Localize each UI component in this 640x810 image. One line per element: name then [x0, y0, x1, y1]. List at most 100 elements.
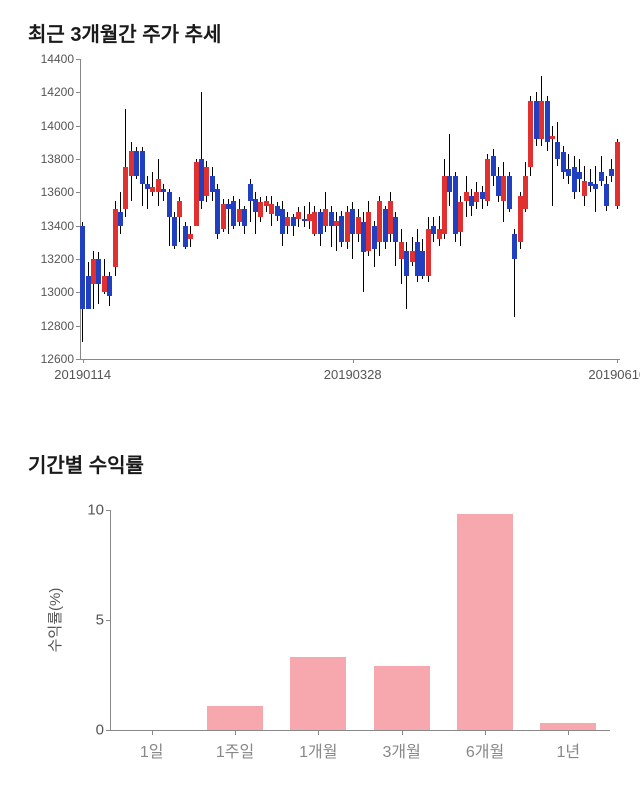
- candle-body: [507, 176, 512, 209]
- candle-body: [604, 184, 609, 206]
- candle-body: [501, 176, 506, 201]
- candle-ytick-mark: [76, 159, 80, 160]
- candle-xtick-label: 20190328: [324, 367, 382, 382]
- candle-ytick-label: 14400: [24, 52, 74, 66]
- bar-rect: [207, 706, 263, 730]
- candle-ytick-label: 13400: [24, 219, 74, 233]
- candlestick-chart: 1260012800130001320013400136001380014000…: [20, 59, 620, 389]
- candle-xtick-mark: [617, 359, 618, 363]
- candle-body: [361, 222, 366, 252]
- candle-body: [199, 159, 204, 201]
- bar-ytick-label: 5: [64, 612, 104, 629]
- x-axis-line: [80, 359, 620, 360]
- bar-rect: [374, 666, 430, 730]
- candle-body: [356, 217, 361, 234]
- candle-body: [372, 226, 377, 249]
- candle-body: [253, 199, 258, 212]
- barchart-section: 기간별 수익률 수익률(%) 0510 1일1주일1개월3개월6개월1년: [20, 449, 620, 770]
- candle-ytick-mark: [76, 226, 80, 227]
- candle-body: [572, 167, 577, 192]
- candle-ytick-mark: [76, 326, 80, 327]
- bar-ytick-mark: [106, 730, 110, 731]
- bar-chart: 수익률(%) 0510 1일1주일1개월3개월6개월1년: [20, 490, 620, 770]
- candle-body: [80, 226, 85, 309]
- bar-xtick-label: 1개월: [299, 738, 337, 762]
- candle-ytick-label: 14200: [24, 85, 74, 99]
- candle-xtick-label: 20190114: [54, 367, 111, 382]
- candle-body: [593, 184, 598, 189]
- candle-xtick-mark: [353, 359, 354, 363]
- candle-body: [285, 217, 290, 225]
- candle-body: [183, 226, 188, 248]
- candle-body: [258, 202, 263, 217]
- candle-ytick-label: 13600: [24, 185, 74, 199]
- candle-body: [188, 234, 193, 239]
- bar-rect: [540, 723, 596, 730]
- candle-body: [339, 216, 344, 243]
- candle-body: [393, 217, 398, 242]
- candle-body: [323, 209, 328, 226]
- bar-xtick-label: 3개월: [382, 738, 420, 762]
- bar-xtick-mark: [235, 730, 236, 735]
- candle-body: [404, 251, 409, 276]
- candle-body: [194, 162, 199, 225]
- candle-body: [296, 212, 301, 219]
- candlestick-plot-area: [80, 59, 620, 359]
- bar-y-axis-line: [110, 510, 111, 730]
- candle-body: [410, 251, 415, 263]
- candle-body: [512, 234, 517, 259]
- candle-body: [539, 101, 544, 139]
- candle-body: [437, 229, 442, 239]
- candle-body: [599, 172, 604, 180]
- bar-xtick-label: 1년: [557, 738, 581, 762]
- candle-body: [129, 151, 134, 176]
- bar-xtick-label: 6개월: [466, 738, 504, 762]
- candle-body: [523, 176, 528, 209]
- candle-wick: [449, 134, 450, 206]
- candle-body: [123, 167, 128, 209]
- candle-body: [469, 196, 474, 206]
- candle-ytick-label: 13000: [24, 285, 74, 299]
- candle-body: [172, 217, 177, 245]
- bar-rect: [457, 514, 513, 730]
- candle-body: [615, 142, 620, 205]
- bar-xtick-mark: [318, 730, 319, 735]
- candle-body: [329, 212, 334, 225]
- bar-x-axis-line: [110, 730, 610, 731]
- candle-body: [474, 192, 479, 202]
- candle-ytick-mark: [76, 92, 80, 93]
- candle-body: [453, 176, 458, 234]
- bar-ylabel: 수익률(%): [44, 588, 65, 653]
- candle-body: [215, 189, 220, 234]
- candle-body: [312, 212, 317, 234]
- candle-body: [534, 101, 539, 139]
- candle-body: [528, 101, 533, 168]
- bar-ytick-mark: [106, 510, 110, 511]
- candle-body: [318, 212, 323, 234]
- candle-body: [307, 214, 312, 221]
- candle-ytick-mark: [76, 292, 80, 293]
- bar-xtick-label: 1일: [140, 738, 164, 762]
- candle-body: [102, 276, 107, 293]
- candlestick-title: 최근 3개월간 주가 추세: [28, 18, 620, 47]
- candle-wick: [304, 206, 305, 228]
- candle-wick: [590, 169, 591, 192]
- candle-wick: [147, 176, 148, 209]
- candle-body: [496, 176, 501, 196]
- candle-body: [167, 192, 172, 217]
- candle-body: [545, 101, 550, 143]
- candle-ytick-mark: [76, 126, 80, 127]
- bar-xtick-mark: [568, 730, 569, 735]
- candle-body: [113, 209, 118, 267]
- candle-body: [566, 169, 571, 176]
- candle-body: [582, 181, 587, 196]
- candle-body: [577, 172, 582, 179]
- candle-body: [231, 201, 236, 226]
- candle-ytick-label: 14000: [24, 119, 74, 133]
- candle-ytick-mark: [76, 359, 80, 360]
- candle-body: [491, 156, 496, 176]
- candle-body: [177, 201, 182, 218]
- candle-body: [275, 206, 280, 216]
- candle-body: [588, 182, 593, 185]
- candle-ytick-label: 12800: [24, 319, 74, 333]
